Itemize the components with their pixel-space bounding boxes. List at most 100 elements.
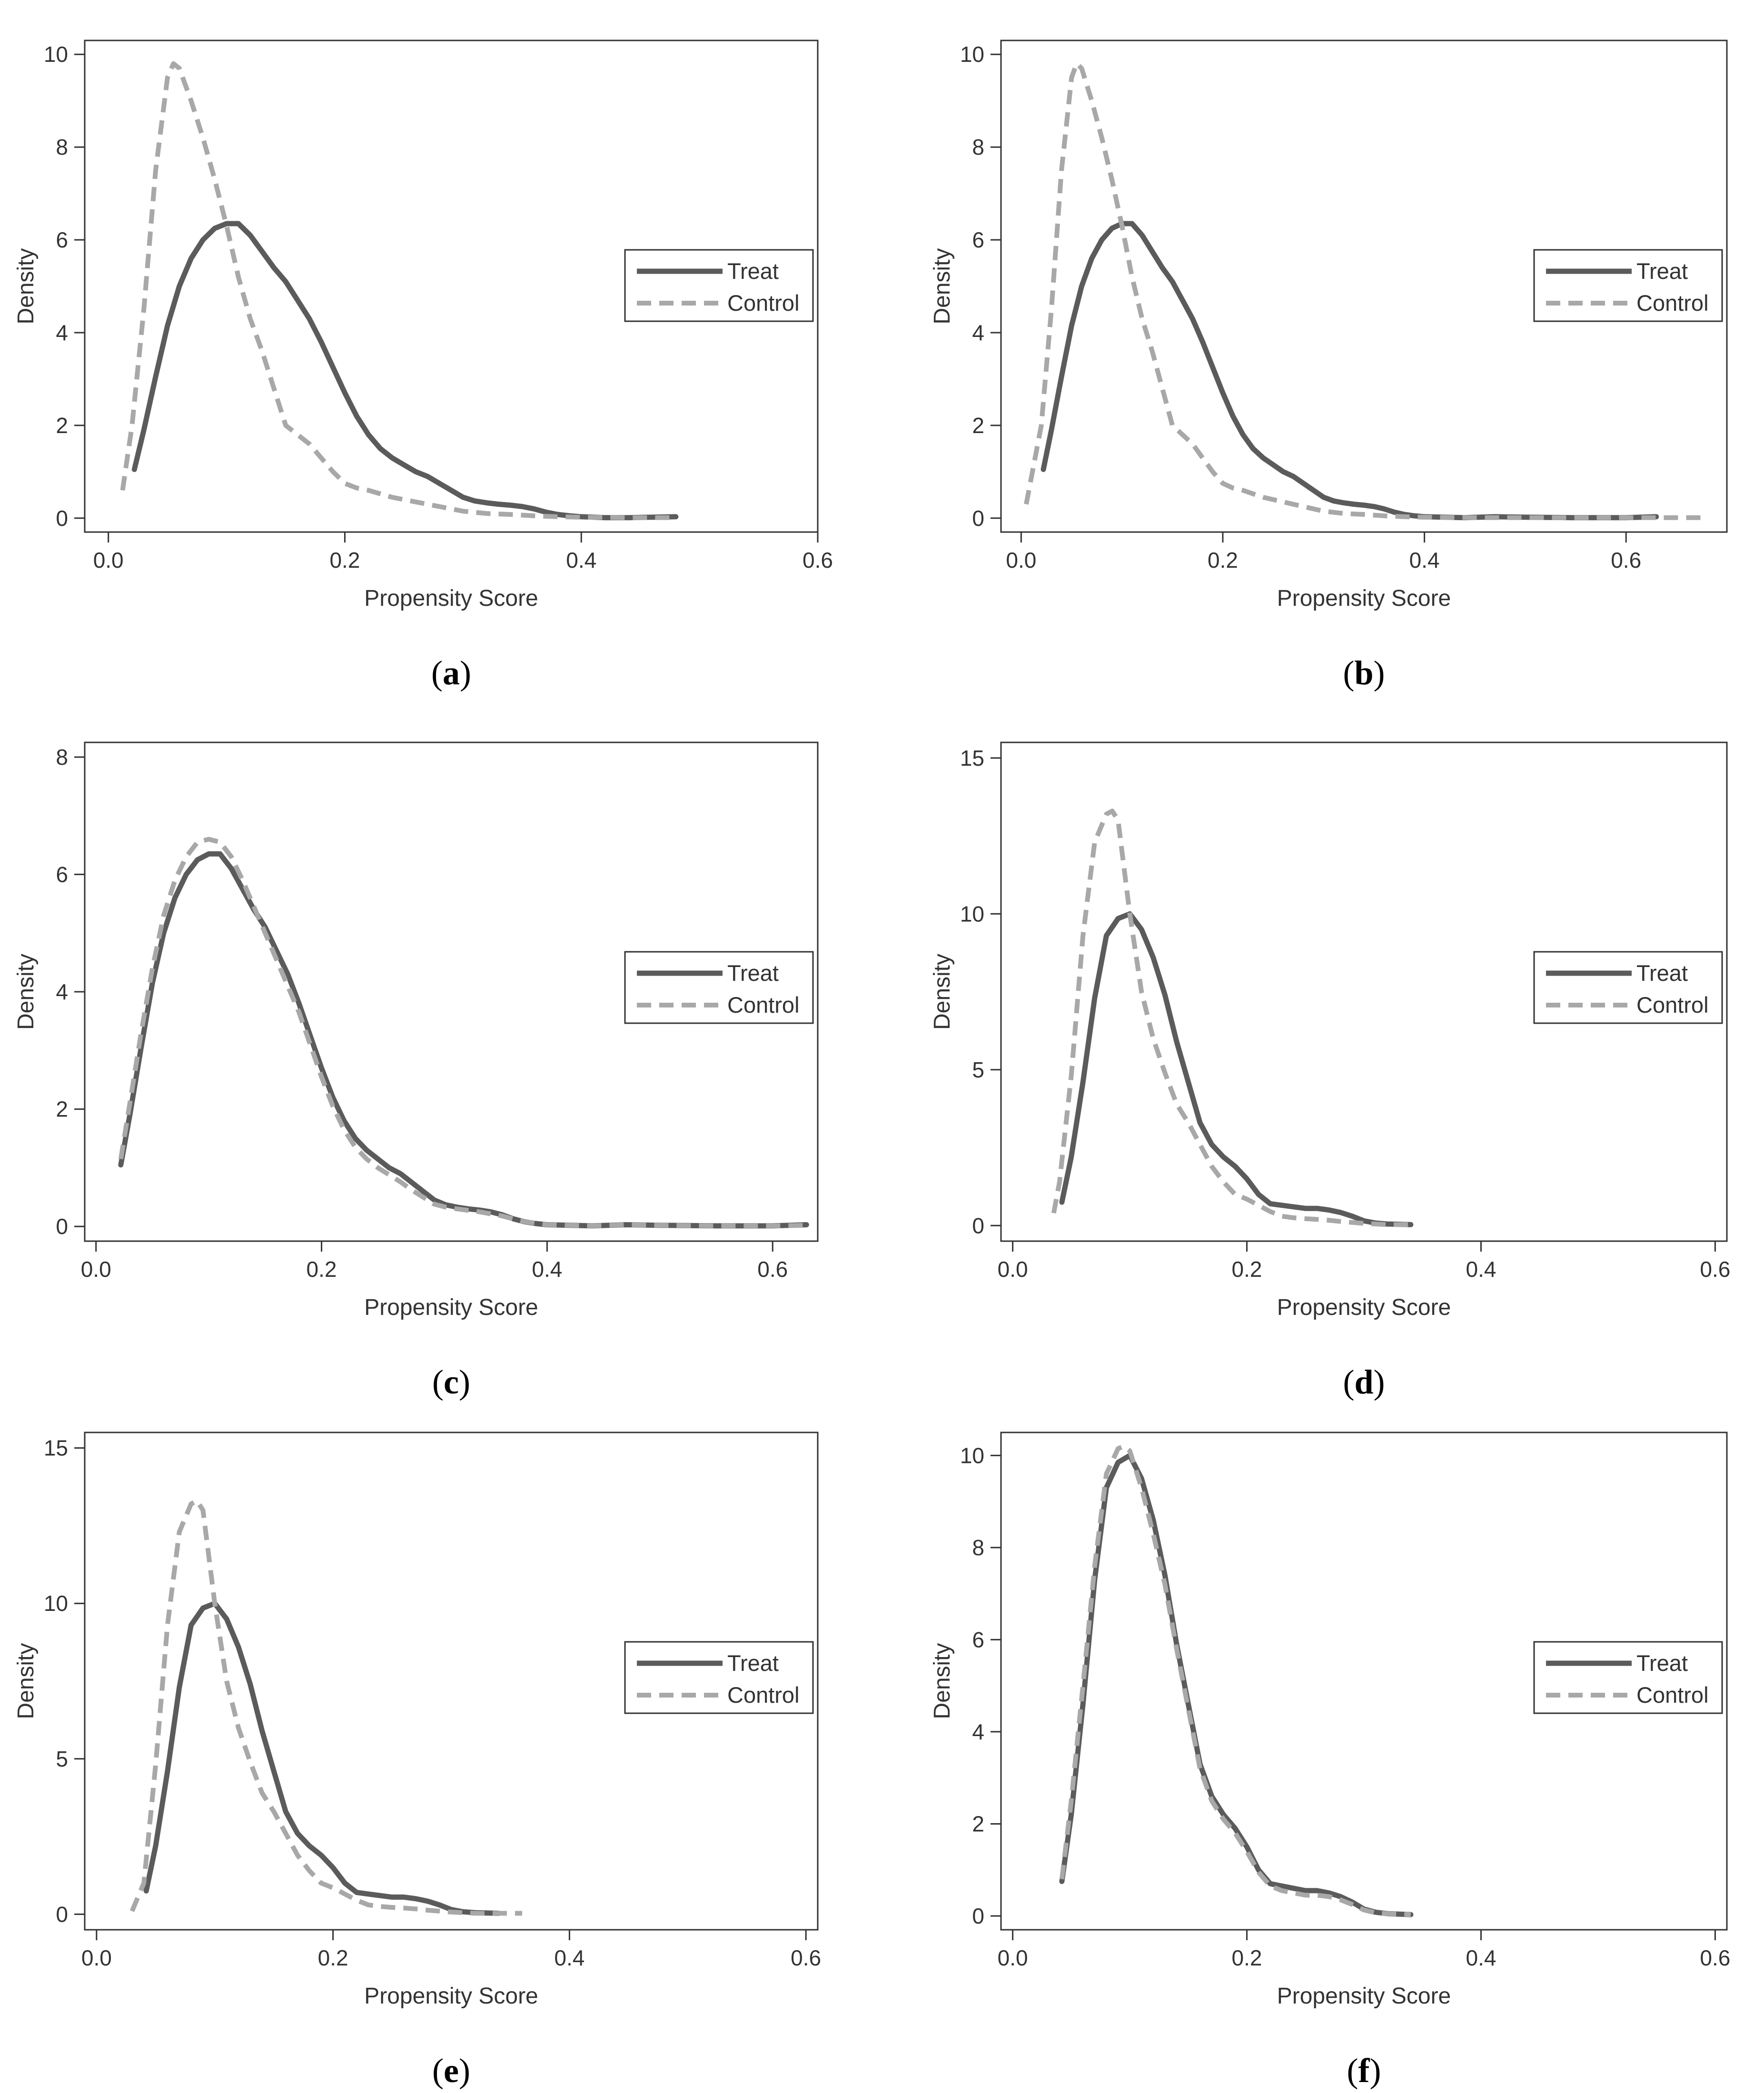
chart-panel-e: 0.0 0.2 0.4 0.6 0 5 10 15 Propensity Score Densit… [13,1432,821,2090]
y-tick-label: 10 [44,1591,68,1616]
treat-density-line [1041,221,1659,521]
y-tick-label: 4 [972,1719,984,1744]
x-axis-title: Propensity Score [1277,586,1451,611]
legend-box [1533,1641,1723,1714]
plot-frame [84,1432,819,1931]
x-tick-label: 0.4 [1466,1257,1496,1282]
x-tick-label: 0.4 [566,548,596,573]
legend-treat-label: Treat [1636,1650,1688,1676]
panel-caption: (c) [432,1363,470,1401]
legend: Treat Control [624,951,814,1024]
panel-caption: (e) [432,2052,470,2090]
panel-caption-letter: b [1354,654,1373,692]
panel-caption: (f) [1347,2052,1381,2090]
panel-caption-letter: f [1358,2052,1370,2090]
x-tick-label: 0.2 [1232,1945,1262,1970]
y-tick-label: 0 [972,1904,984,1928]
x-axis-title: Propensity Score [1277,1984,1451,2009]
y-tick-label: 10 [960,42,984,67]
legend-treat-label: Treat [1636,960,1688,986]
x-tick-label: 0.0 [81,1257,111,1282]
y-tick-label: 4 [972,320,984,345]
x-tick-label: 0.4 [1466,1945,1496,1970]
panel-caption: (d) [1343,1363,1385,1401]
y-tick-label: 0 [56,506,68,531]
y-tick-label: 10 [44,42,68,67]
panel-caption: (b) [1343,654,1385,692]
x-axis-title: Propensity Score [364,586,538,611]
x-tick-label: 0.6 [757,1257,788,1282]
legend-control-label: Control [727,992,800,1017]
y-tick-label: 10 [960,1443,984,1468]
x-tick-label: 0.2 [318,1945,348,1970]
x-tick-label: 0.6 [803,548,833,573]
y-axis-title: Density [13,248,39,324]
y-tick-label: 6 [56,862,68,887]
legend-control-label: Control [1636,992,1709,1017]
y-tick-label: 8 [56,745,68,770]
x-tick-label: 0.2 [329,548,360,573]
y-axis-title: Density [13,1643,39,1719]
plot-frame [1000,741,1728,1242]
y-tick-label: 6 [56,227,68,252]
y-axis-title: Density [930,954,955,1030]
y-axis-title: Density [930,1643,955,1719]
x-tick-label: 0.0 [998,1257,1028,1282]
legend-treat-label: Treat [727,960,779,986]
y-tick-label: 8 [972,135,984,159]
legend-treat-label: Treat [727,258,779,284]
plot-frame [1000,1432,1728,1931]
chart-panel-d: 0.0 0.2 0.4 0.6 0 5 10 15 Propensity Score Densit… [930,741,1730,1401]
y-tick-label: 2 [56,413,68,438]
y-tick-label: 15 [960,746,984,770]
control-density-line [120,61,676,520]
y-tick-label: 15 [44,1436,68,1461]
control-density-line [1051,809,1411,1227]
panel-caption-letter: c [444,1363,459,1401]
x-tick-label: 0.6 [1611,548,1641,573]
legend: Treat Control [1533,1641,1723,1714]
legend-box [1533,951,1723,1024]
chart-panel-c: 0.0 0.2 0.4 0.6 0 2 4 6 8 Propensity Score Density… [13,741,819,1401]
y-tick-label: 10 [960,901,984,926]
y-tick-label: 4 [56,320,68,345]
legend-treat-label: Treat [1636,258,1688,284]
y-axis-title: Density [13,954,39,1030]
y-tick-label: 2 [972,413,984,438]
treat-density-line [1059,911,1414,1227]
y-tick-label: 0 [56,1902,68,1926]
y-tick-label: 0 [56,1214,68,1239]
x-tick-label: 0.6 [1700,1257,1730,1282]
x-tick-label: 0.0 [93,548,124,573]
y-tick-label: 8 [56,135,68,159]
y-tick-label: 2 [972,1811,984,1836]
x-tick-label: 0.2 [1208,548,1238,573]
x-tick-label: 0.2 [1232,1257,1262,1282]
x-tick-label: 0.4 [532,1257,562,1282]
y-tick-label: 5 [56,1747,68,1771]
x-tick-label: 0.4 [554,1945,585,1970]
y-tick-label: 6 [972,1627,984,1652]
control-density-line [1024,61,1707,520]
control-density-line [129,1498,522,1916]
x-axis-title: Propensity Score [364,1295,538,1320]
panel-caption-letter: e [444,2052,459,2090]
chart-panel-b: 0.0 0.2 0.4 0.6 0 2 4 6 8 10 Propensity Score Densi… [930,39,1728,692]
chart-panel-a: 0.0 0.2 0.4 0.6 0 2 4 6 8 10 Propensity Score Densi… [13,39,833,692]
y-tick-label: 2 [56,1097,68,1122]
x-tick-label: 0.0 [81,1945,112,1970]
legend-control-label: Control [727,1682,800,1708]
y-tick-label: 6 [972,227,984,252]
x-tick-label: 0.6 [1700,1945,1730,1970]
legend-control-label: Control [1636,1682,1709,1708]
x-tick-label: 0.6 [791,1945,821,1970]
treat-density-line [143,1600,501,1916]
x-tick-label: 0.0 [1006,548,1036,573]
chart-panel-f: 0.0 0.2 0.4 0.6 0 2 4 6 8 10 Propensity Score Densi… [930,1432,1730,2090]
panel-caption: (a) [431,654,471,692]
legend: Treat Control [624,249,814,322]
y-tick-label: 0 [972,506,984,531]
panel-caption-letter: d [1354,1363,1373,1401]
legend-box [624,249,814,322]
